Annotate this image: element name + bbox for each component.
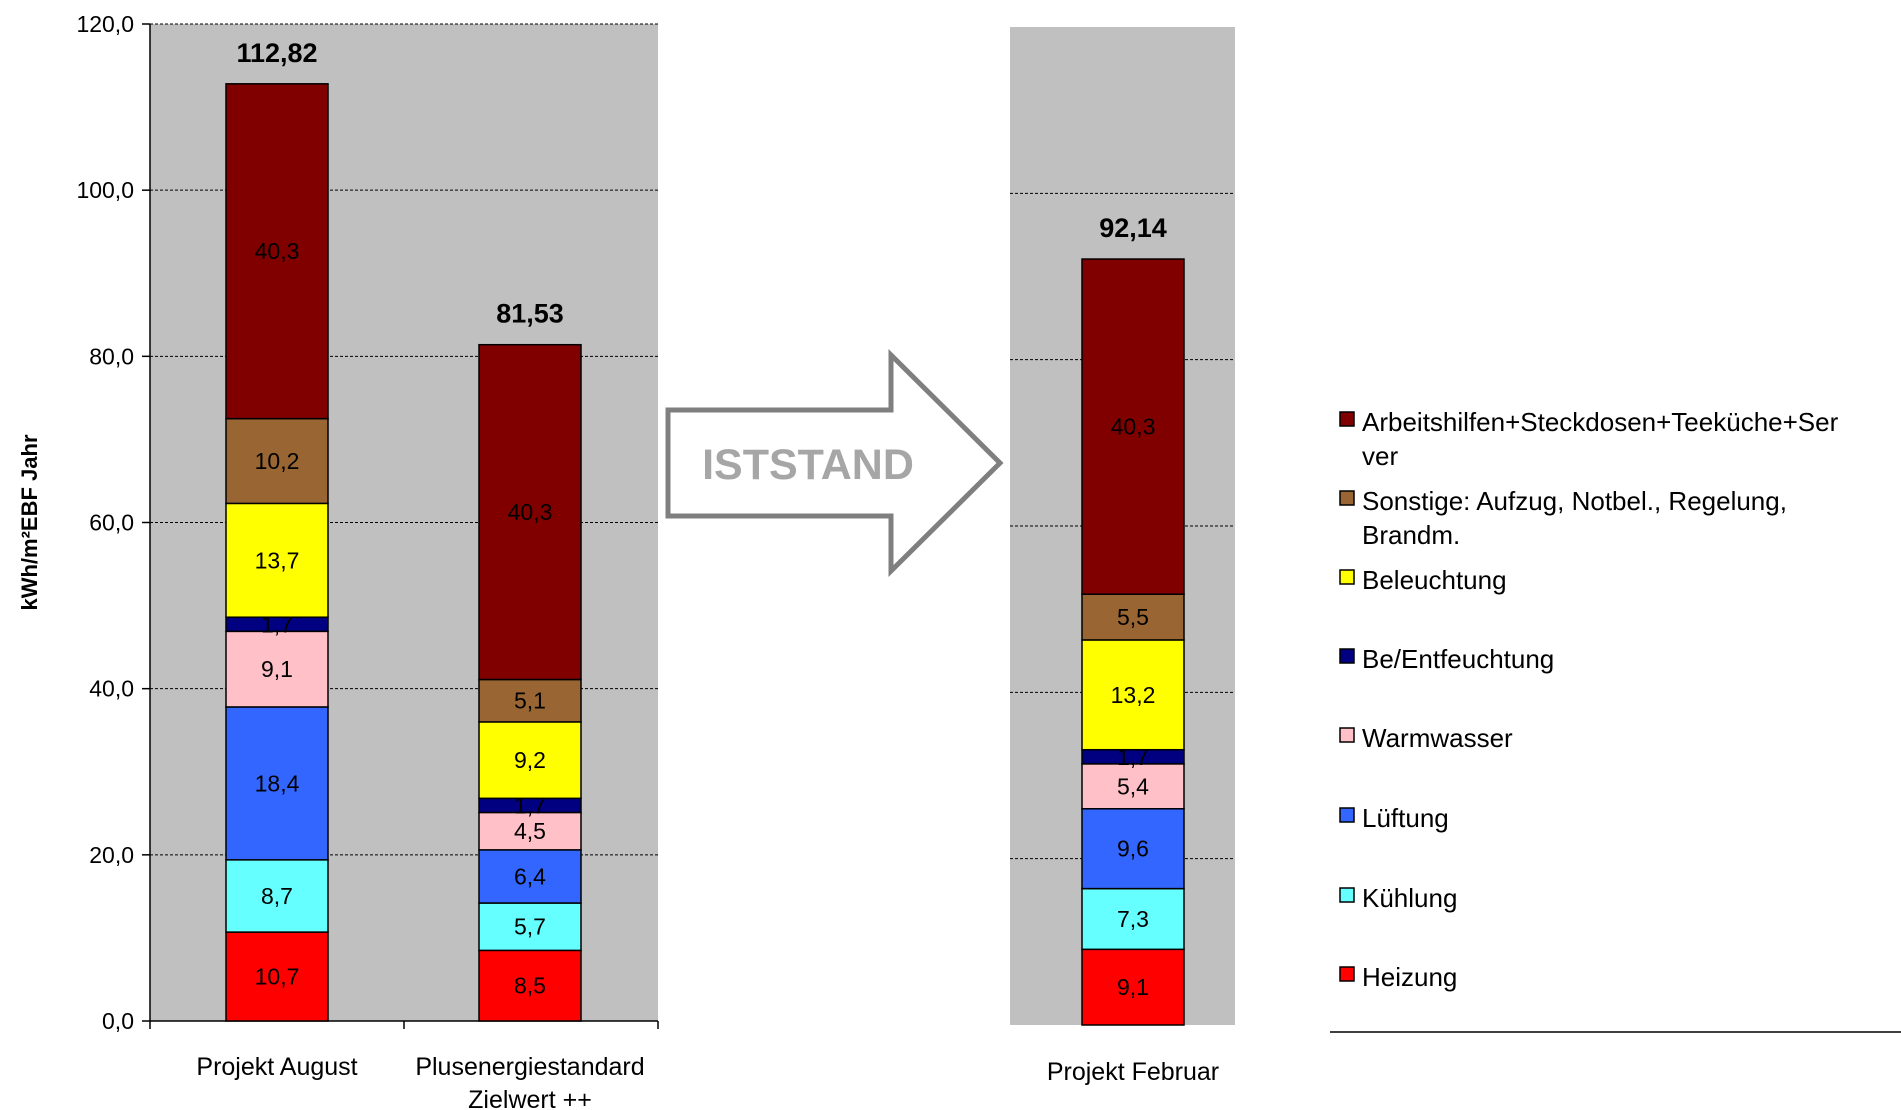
legend-label: Kühlung: [1362, 883, 1457, 913]
segment-label: 9,6: [1117, 836, 1149, 862]
bar-segment-k-hlung: [1081, 887, 1185, 951]
legend-swatch: [1339, 966, 1355, 982]
bar-segment-arbeitshilfen-steckdosen-teek-che-server: [478, 343, 582, 681]
bar-segment-l-ftung: [478, 849, 582, 904]
y-tick-label: 100,0: [76, 177, 134, 203]
bar-segment-k-hlung: [478, 902, 582, 952]
bar-segment-k-hlung: [225, 859, 329, 933]
bar-total-label: 112,82: [236, 38, 317, 68]
segment-label: 40,3: [255, 238, 300, 264]
bar-segment-heizung: [225, 931, 329, 1022]
segment-label: 4,5: [514, 818, 546, 844]
x-category-label: Projekt Februar: [1047, 1058, 1219, 1086]
legend-swatch: [1339, 569, 1355, 585]
bar-segment-heizung: [478, 949, 582, 1022]
legend-swatch: [1339, 727, 1355, 743]
bar-segment-l-ftung: [1081, 808, 1185, 890]
legend-label: Arbeitshilfen+Steckdosen+Teeküche+Ser: [1362, 407, 1839, 437]
y-tick-label: 80,0: [89, 343, 134, 369]
bar-segment-beleuchtung: [478, 721, 582, 800]
segment-label: 8,7: [261, 883, 293, 909]
bar-total-label: 92,14: [1099, 213, 1167, 243]
segment-label: 5,1: [514, 688, 546, 714]
arrow-shape: [665, 349, 1004, 577]
segment-label: 13,2: [1111, 682, 1156, 708]
bar-segment-beleuchtung: [1081, 639, 1185, 751]
bar-segment-arbeitshilfen-steckdosen-teek-che-server: [1081, 258, 1185, 595]
x-category-label: Plusenergiestandard: [415, 1053, 644, 1081]
segment-label: 6,4: [514, 863, 546, 889]
legend-label: Beleuchtung: [1362, 565, 1507, 595]
bar-segment-sonstige-aufzug-notbel-regelung-brandm: [225, 417, 329, 505]
chart-left: 0,0 20,0 40,0 60,0 80,0 100,0 120,0 kWh/m²EBF J…: [17, 11, 659, 1110]
legend-label: Heizung: [1362, 962, 1457, 992]
legend-label: Lüftung: [1362, 803, 1449, 833]
segment-label: 5,5: [1117, 604, 1149, 630]
segment-label: 9,2: [514, 747, 546, 773]
segment-label: 9,1: [1117, 974, 1149, 1000]
x-category-label: Zielwert ++: [468, 1086, 592, 1110]
segment-label: 13,7: [255, 547, 300, 573]
y-tick-label: 20,0: [89, 842, 134, 868]
segment-label: 9,1: [261, 656, 293, 682]
legend-label: Be/Entfeuchtung: [1362, 644, 1554, 674]
bar-segment-warmwasser: [225, 630, 329, 708]
segment-label: 10,2: [255, 448, 300, 474]
y-tick-label: 60,0: [89, 510, 134, 536]
legend-label: Sonstige: Aufzug, Notbel., Regelung,: [1362, 486, 1787, 516]
arrow-label: ISTSTAND: [702, 441, 914, 489]
legend-label: Warmwasser: [1362, 723, 1513, 753]
y-tick-label: 40,0: [89, 676, 134, 702]
legend-swatch: [1339, 411, 1355, 427]
segment-label: 40,3: [1111, 414, 1156, 440]
bar-segment-arbeitshilfen-steckdosen-teek-che-server: [225, 83, 329, 420]
y-axis-title: kWh/m²EBF Jahr: [17, 434, 42, 610]
bar-segment-l-ftung: [225, 706, 329, 861]
legend: Arbeitshilfen+Steckdosen+Teeküche+Ser ver…: [1330, 407, 1901, 1033]
legend-swatch: [1339, 648, 1355, 664]
segment-label: 7,3: [1117, 906, 1149, 932]
legend-label: ver: [1362, 441, 1398, 471]
segment-label: 40,3: [508, 499, 553, 525]
segment-label: 18,4: [255, 770, 300, 796]
bar-segment-beleuchtung: [225, 502, 329, 618]
y-tick-label: 0,0: [102, 1008, 134, 1034]
iststand-arrow: ISTSTAND: [665, 349, 1004, 577]
segment-label: 10,7: [255, 964, 300, 990]
legend-swatch: [1339, 490, 1355, 506]
bar-total-label: 81,53: [496, 299, 564, 329]
legend-swatch: [1339, 807, 1355, 823]
legend-swatch: [1339, 887, 1355, 903]
bar-segment-sonstige-aufzug-notbel-regelung-brandm: [478, 678, 582, 723]
bar-segment-heizung: [1081, 948, 1185, 1026]
x-category-label: Projekt August: [196, 1053, 357, 1081]
legend-label: Brandm.: [1362, 520, 1460, 550]
segment-label: 5,4: [1117, 773, 1149, 799]
segment-label: 5,7: [514, 914, 546, 940]
y-tick-label: 120,0: [76, 11, 134, 37]
segment-label: 8,5: [514, 973, 546, 999]
